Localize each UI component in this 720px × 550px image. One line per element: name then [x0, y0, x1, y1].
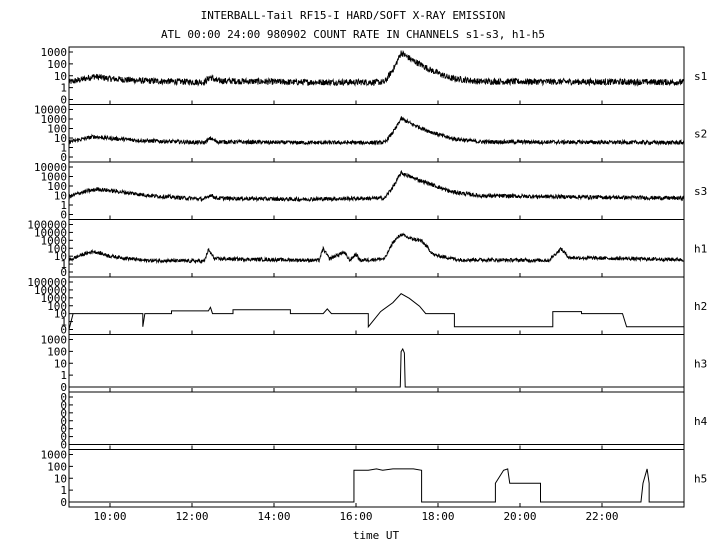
y-tick-label: 0 — [60, 94, 67, 107]
y-tick-label: 100 — [47, 460, 67, 473]
y-tick-label: 0 — [60, 399, 67, 412]
y-tick-label: 10 — [54, 250, 67, 263]
panel-frame — [68, 276, 685, 335]
y-tick-label: 100 — [47, 58, 67, 71]
y-tick-label: 1000 — [41, 334, 68, 347]
y-tick-label: 0 — [60, 324, 67, 337]
y-tick-label: 10000 — [34, 226, 67, 239]
y-tick-label: 1000 — [41, 46, 68, 59]
y-tick-label: 0 — [60, 407, 67, 420]
y-tick-label: 0 — [60, 209, 67, 222]
channel-label: s2 — [694, 127, 707, 140]
series-line-h5 — [69, 468, 684, 503]
y-tick-label: 10 — [54, 357, 67, 370]
x-tick-label: 16:00 — [339, 510, 372, 523]
y-tick-label: 1 — [60, 369, 67, 382]
chart-subtitle: ATL 00:00 24:00 980902 COUNT RATE IN CHA… — [161, 28, 545, 41]
y-tick-label: 100 — [47, 180, 67, 193]
y-tick-label: 1 — [60, 484, 67, 497]
y-tick-label: 1000 — [41, 171, 68, 184]
panel-frame — [68, 449, 685, 508]
y-tick-label: 0 — [60, 381, 67, 394]
y-tick-label: 100 — [47, 242, 67, 255]
panel-frame — [68, 219, 685, 278]
series-line-s2 — [68, 115, 685, 146]
panel-stack: 10001001010s11000010001001010s2100001000… — [27, 46, 707, 509]
channel-label: h1 — [694, 242, 707, 255]
channel-label: h2 — [694, 300, 707, 313]
x-tick-label: 20:00 — [503, 510, 536, 523]
panel-frame — [68, 46, 685, 105]
y-tick-label: 0 — [60, 431, 67, 444]
y-tick-label: 1 — [60, 142, 67, 155]
y-tick-label: 0 — [60, 415, 67, 428]
y-tick-label: 10 — [54, 70, 67, 83]
y-tick-label: 0 — [60, 391, 67, 404]
series-line-s3 — [68, 170, 685, 203]
y-tick-label: 0 — [60, 151, 67, 164]
channel-label: h5 — [694, 472, 707, 485]
y-tick-label: 1000 — [41, 113, 68, 126]
y-tick-label: 0 — [60, 439, 67, 452]
y-tick-label: 10 — [54, 472, 67, 485]
y-tick-label: 1000 — [41, 449, 68, 462]
series-line-s1 — [68, 49, 685, 87]
x-tick-label: 14:00 — [257, 510, 290, 523]
x-tick-label: 18:00 — [421, 510, 454, 523]
y-tick-label: 0 — [60, 496, 67, 509]
series-line-h1 — [68, 232, 685, 265]
y-tick-label: 100 — [47, 123, 67, 136]
channel-label: s1 — [694, 70, 707, 83]
channel-label: h4 — [694, 415, 708, 428]
y-tick-label: 100000 — [27, 219, 67, 232]
y-tick-label: 1 — [60, 316, 67, 329]
y-tick-label: 1 — [60, 199, 67, 212]
y-tick-label: 100 — [47, 345, 67, 358]
y-tick-label: 10000 — [34, 104, 67, 117]
channel-label: h3 — [694, 357, 707, 370]
y-tick-label: 1000 — [41, 234, 68, 247]
y-tick-label: 1 — [60, 82, 67, 95]
panel-frame — [68, 104, 685, 163]
y-tick-label: 10 — [54, 308, 67, 321]
y-tick-label: 1000 — [41, 292, 68, 305]
series-line-h2 — [68, 293, 684, 330]
y-tick-label: 10 — [54, 132, 67, 145]
y-tick-label: 0 — [60, 266, 67, 279]
x-tick-label: 22:00 — [585, 510, 618, 523]
y-tick-label: 100000 — [27, 276, 67, 289]
x-axis-label: time UT — [353, 529, 400, 542]
y-tick-label: 1 — [60, 258, 67, 271]
y-tick-label: 10000 — [34, 161, 67, 174]
chart-title: INTERBALL-Tail RF15-I HARD/SOFT X-RAY EM… — [201, 9, 506, 22]
channel-label: s3 — [694, 185, 707, 198]
x-tick-label: 10:00 — [93, 510, 126, 523]
panel-frame — [68, 391, 685, 450]
panel-frame — [68, 334, 685, 393]
panel-frame — [68, 161, 685, 220]
y-tick-label: 10 — [54, 190, 67, 203]
x-tick-label: 12:00 — [175, 510, 208, 523]
y-tick-label: 100 — [47, 300, 67, 313]
series-line-h3 — [69, 347, 684, 388]
time-axis: 10:00 12:00 14:00 16:00 18:00 20:00 22:00 — [93, 510, 618, 523]
y-tick-label: 10000 — [34, 284, 67, 297]
y-tick-label: 0 — [60, 423, 67, 436]
